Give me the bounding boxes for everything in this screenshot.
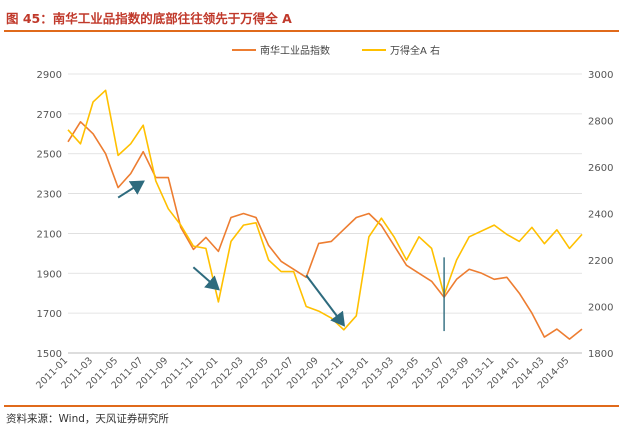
y-right-tick-label: 2800: [588, 117, 613, 128]
source-note: 资料来源：Wind，天风证券研究所: [6, 413, 169, 425]
y-right-tick-label: 2000: [588, 303, 613, 314]
figure-title: 图 45：南华工业品指数的底部往往领先于万得全 A: [6, 10, 292, 26]
series-line-wind-a: [67, 89, 583, 331]
header-rule: [4, 30, 619, 32]
y-left-tick-label: 1900: [37, 269, 62, 280]
y-left-tick-label: 2300: [37, 190, 62, 201]
y-left-tick-label: 2100: [37, 229, 62, 240]
y-left-tick-label: 2500: [37, 150, 62, 161]
legend-label: 南华工业品指数: [260, 44, 330, 57]
figure-header: 图 45：南华工业品指数的底部往往领先于万得全 A: [6, 6, 617, 28]
annotation-arrow: [305, 274, 346, 327]
y-left-tick-label: 2900: [37, 70, 62, 81]
annotation-arrow: [117, 180, 145, 199]
y-right-tick-label: 1800: [588, 349, 613, 360]
y-right-tick-label: 2600: [588, 163, 613, 174]
chart: 1500 1700 1900 2100 2300 2500 2700 2900 1800 2000…: [34, 44, 613, 391]
footer-rule: [4, 405, 619, 407]
y-right-tick-label: 3000: [588, 70, 613, 81]
y-right-tick-label: 2400: [588, 210, 613, 221]
y-right-tick-label: 2200: [588, 256, 613, 267]
y-left-tick-label: 1500: [37, 349, 62, 360]
y-left-tick-label: 2700: [37, 110, 62, 121]
y-left-tick-label: 1700: [37, 309, 62, 320]
annotation-arrow: [192, 266, 220, 291]
legend-label: 万得全A 右: [390, 44, 440, 57]
series-line-nanhua: [67, 121, 583, 340]
